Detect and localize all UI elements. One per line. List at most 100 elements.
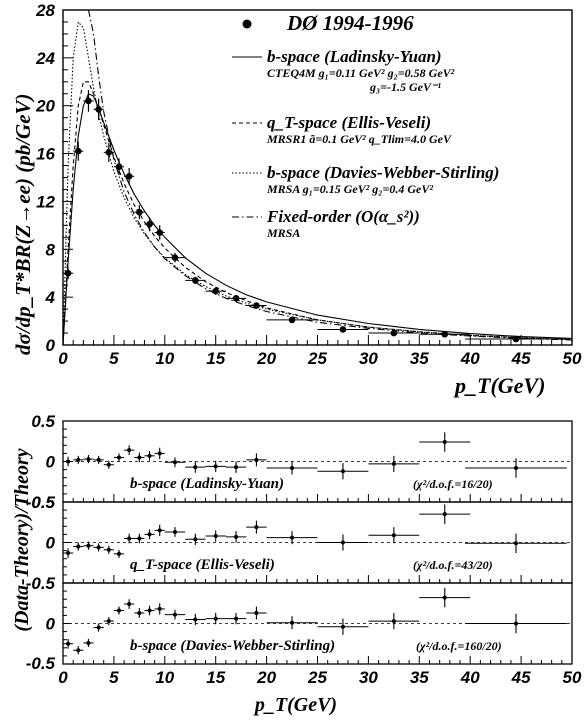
data-point	[146, 220, 153, 228]
ratio-x-tick-label: 45	[511, 668, 531, 687]
data-point	[288, 316, 296, 324]
ratio-y-tick-label: -0.5	[26, 654, 56, 673]
data-point	[95, 106, 102, 113]
main-y-axis-title: dσ/dp_T*BR(Z→ee) (pb/GeV)	[11, 93, 35, 355]
ratio-y-tick-label: 0	[46, 534, 56, 553]
main-y-tick-label: 0	[46, 336, 56, 355]
ratio-chi2-label: (χ²/d.o.f.=16/20)	[413, 477, 493, 491]
legend-sublabel: MRSA	[266, 226, 300, 240]
data-point	[390, 329, 398, 337]
ratio-y-tick-label: 0	[46, 615, 56, 634]
ratio-point	[442, 595, 447, 600]
ratio-point	[147, 532, 152, 537]
data-point	[232, 295, 240, 302]
data-point	[339, 326, 347, 333]
ratio-point	[340, 624, 345, 629]
main-y-tick-label: 8	[46, 240, 56, 259]
ratio-point	[391, 533, 396, 538]
ratio-y-axis-title: (Data-Theory)/Theory	[11, 448, 33, 631]
ratio-theory-label: b-space (Davies-Webber-Stirling)	[130, 638, 335, 654]
main-y-tick-label: 4	[45, 288, 56, 307]
legend-label: Fixed-order (O(α_s²))	[266, 207, 420, 226]
legend-marker	[242, 19, 252, 29]
ratio-point	[76, 544, 81, 549]
ratio-x-tick-label: 50	[563, 668, 582, 687]
ratio-point	[193, 537, 198, 542]
main-x-tick-label: 35	[410, 349, 429, 368]
legend-sublabel: CTEQ4M g₁=0.11 GeV² g₂=0.58 GeV²	[267, 66, 455, 80]
legend-label: b-space (Ladinsky-Yuan)	[267, 47, 442, 66]
data-point	[192, 277, 199, 284]
ratio-point	[172, 460, 177, 465]
data-point	[156, 229, 164, 236]
ratio-point	[76, 457, 81, 462]
ratio-point	[96, 457, 101, 462]
ratio-point	[127, 602, 132, 607]
ratio-x-tick-label: 30	[359, 668, 378, 687]
ratio-point	[213, 464, 218, 469]
ratio-point	[66, 551, 71, 556]
ratio-point	[116, 551, 121, 556]
main-y-tick-label: 12	[36, 192, 55, 211]
ratio-point	[147, 453, 152, 458]
ratio-point	[157, 451, 162, 456]
ratio-point	[290, 535, 295, 540]
ratio-point	[86, 457, 91, 462]
ratio-point	[254, 610, 259, 615]
ratio-point	[116, 608, 121, 613]
ratio-point	[137, 536, 142, 541]
main-y-tick-label: 16	[36, 145, 55, 164]
ratio-point	[116, 455, 121, 460]
main-x-tick-label: 25	[307, 349, 327, 368]
main-x-tick-label: 45	[511, 349, 531, 368]
ratio-point	[106, 547, 111, 552]
ratio-point	[290, 465, 295, 470]
legend-sublabel: MRSA g₁=0.15 GeV² g₂=0.4 GeV²	[266, 182, 433, 196]
ratio-point	[66, 459, 71, 464]
ratio-point	[106, 462, 111, 467]
ratio-point	[234, 616, 239, 621]
legend-label: b-space (Davies-Webber-Stirling)	[267, 163, 499, 182]
main-x-axis-title: p_T(GeV)	[453, 373, 545, 398]
ratio-point	[234, 465, 239, 470]
ratio-y-tick-label: 0	[46, 453, 56, 472]
main-x-tick-label: 15	[206, 349, 225, 368]
ratio-point	[213, 534, 218, 539]
data-point	[171, 254, 179, 261]
ratio-x-tick-label: 15	[206, 668, 225, 687]
ratio-point	[254, 525, 259, 530]
ratio-point	[66, 641, 71, 646]
theory-curve-dashdot	[87, 9, 573, 341]
ratio-point	[172, 529, 177, 534]
main-x-tick-label: 20	[256, 349, 276, 368]
ratio-x-tick-label: 0	[58, 668, 68, 687]
ratio-point	[147, 608, 152, 613]
main-x-tick-label: 10	[155, 349, 174, 368]
legend-label: q_T-space (Ellis-Veseli)	[267, 113, 431, 132]
legend-label: DØ 1994-1996	[286, 11, 414, 35]
ratio-x-tick-label: 10	[155, 668, 174, 687]
ratio-theory-label: q_T-space (Ellis-Veseli)	[130, 557, 275, 573]
ratio-point	[127, 536, 132, 541]
main-x-tick-label: 5	[109, 349, 119, 368]
ratio-point	[76, 648, 81, 653]
ratio-point	[340, 469, 345, 474]
ratio-point	[391, 619, 396, 624]
theory-curve-dotted	[62, 20, 573, 346]
ratio-point	[442, 440, 447, 445]
ratio-point	[340, 540, 345, 545]
ratio-point	[254, 457, 259, 462]
main-x-tick-label: 0	[58, 349, 68, 368]
data-point	[115, 163, 123, 171]
ratio-x-tick-label: 5	[109, 668, 119, 687]
ratio-point	[157, 528, 162, 533]
ratio-point	[137, 610, 142, 615]
main-y-tick-label: 28	[35, 1, 55, 20]
ratio-point	[127, 448, 132, 453]
ratio-point	[514, 621, 519, 626]
data-point	[64, 269, 72, 277]
legend-sublabel: MRSR1 ã=0.1 GeV² q_Tlim=4.0 GeV	[266, 132, 452, 146]
ratio-point	[290, 620, 295, 625]
ratio-theory-label: b-space (Ladinsky-Yuan)	[130, 476, 284, 492]
